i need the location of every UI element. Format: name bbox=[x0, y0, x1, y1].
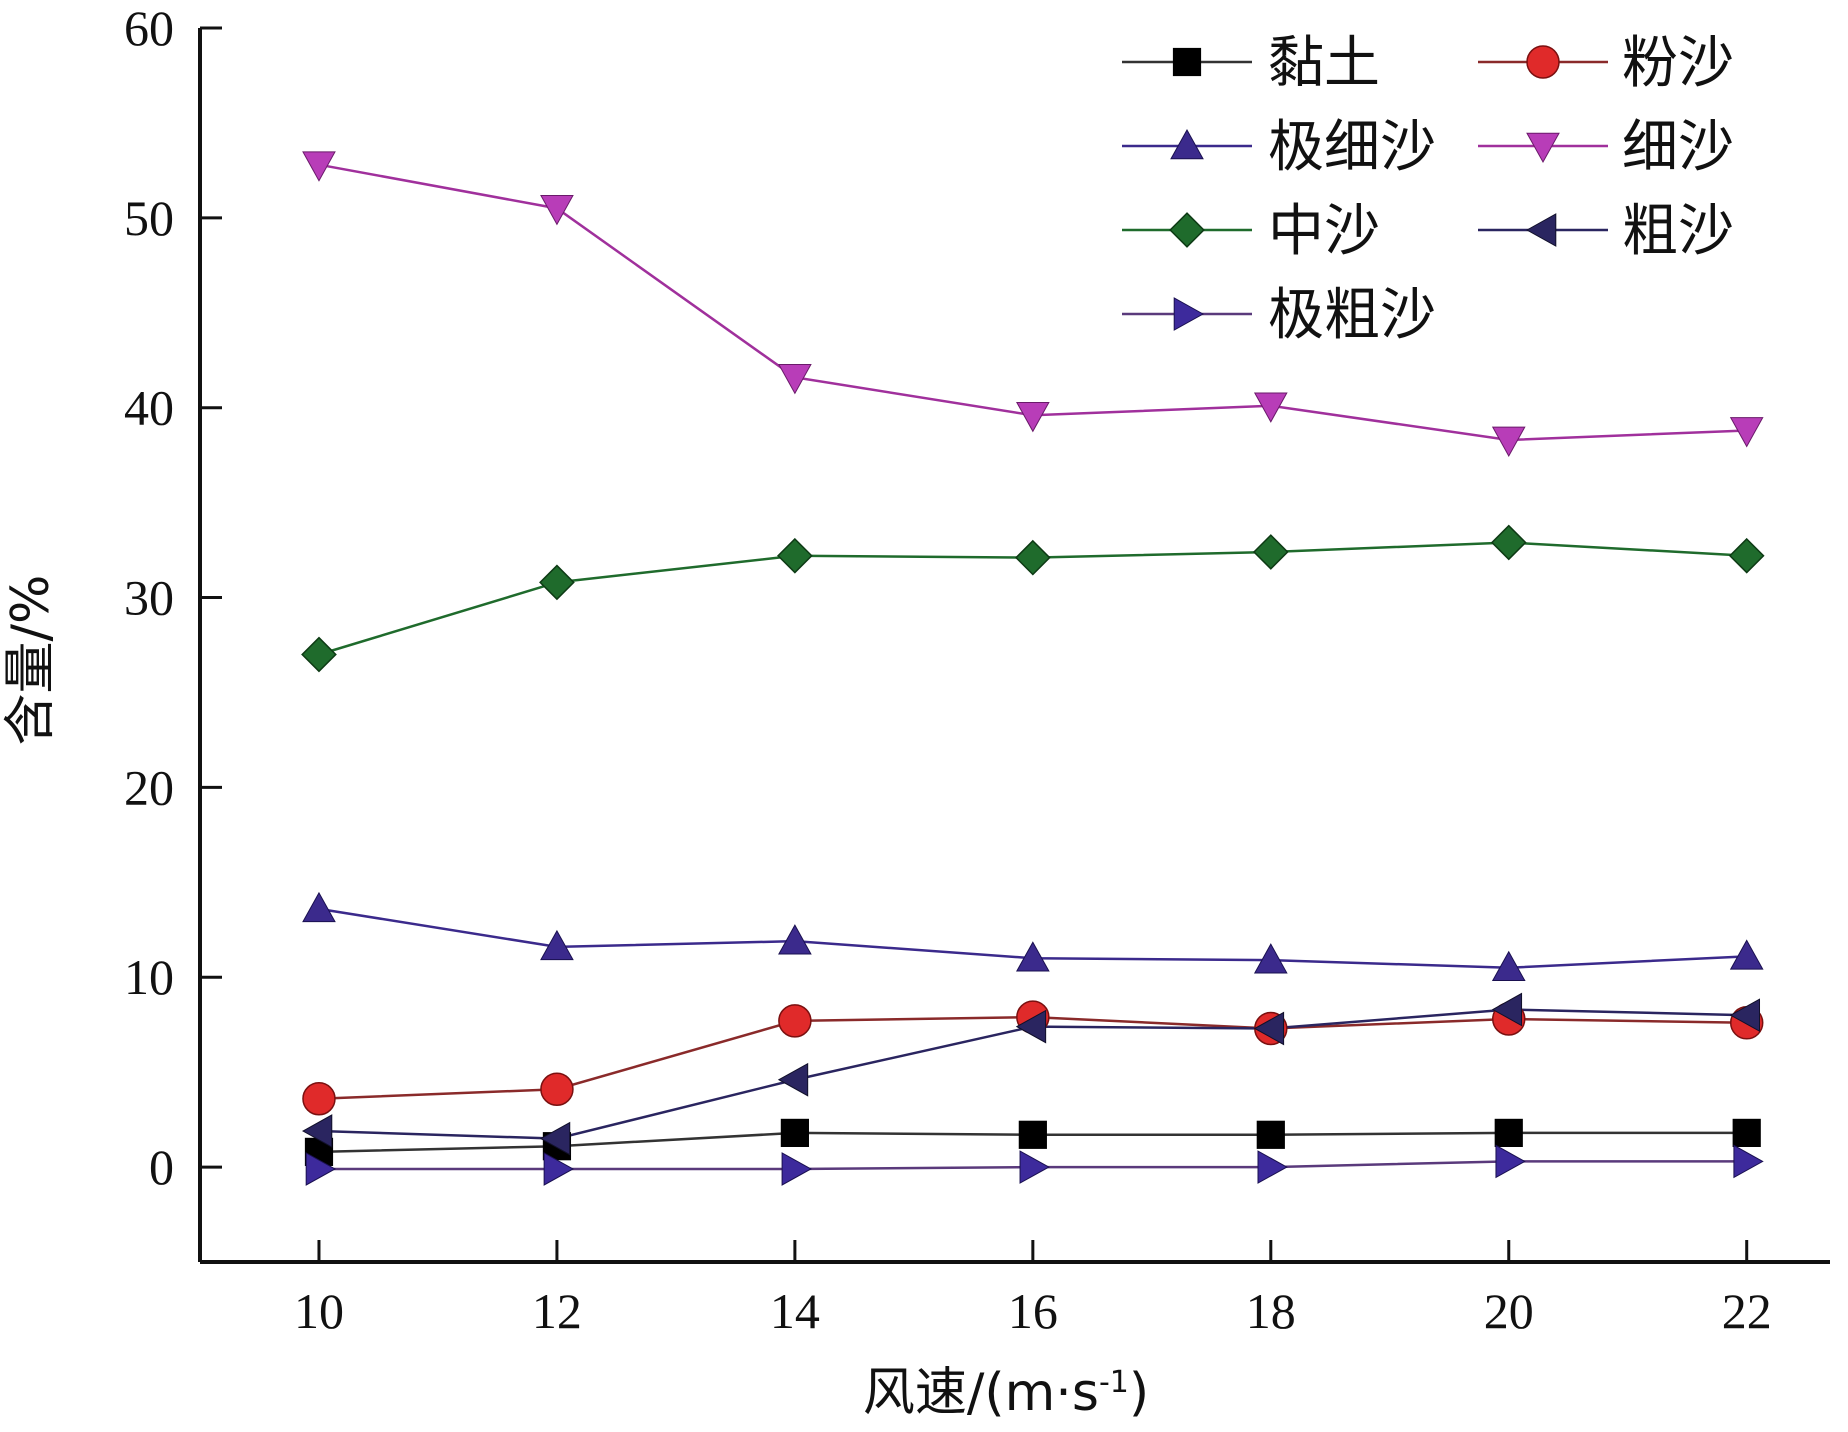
data-point-series-6 bbox=[1491, 992, 1523, 1027]
data-point-series-5 bbox=[539, 564, 575, 601]
data-point-series-4 bbox=[778, 364, 812, 395]
legend-marker-2 bbox=[1526, 45, 1560, 79]
x-tick-label: 10 bbox=[294, 1283, 344, 1339]
data-point-series-4 bbox=[1491, 426, 1526, 457]
data-point-series-6 bbox=[1253, 1011, 1285, 1046]
data-point-series-1 bbox=[1256, 1120, 1285, 1149]
data-point-series-6 bbox=[1729, 998, 1761, 1033]
data-point-series-3 bbox=[1491, 950, 1526, 982]
legend-marker-5 bbox=[1169, 212, 1205, 248]
legend-label-7: 极粗沙 bbox=[1268, 283, 1436, 348]
data-point-series-1 bbox=[1018, 1120, 1047, 1149]
data-point-series-5 bbox=[1728, 537, 1765, 574]
legend-label-1: 黏土 bbox=[1268, 31, 1380, 96]
legend-label-4: 细沙 bbox=[1622, 115, 1734, 180]
data-point-series-7 bbox=[1495, 1144, 1526, 1179]
legend-label-3: 极细沙 bbox=[1268, 115, 1436, 180]
x-axis-title: 风速/(m·s-1) bbox=[863, 1363, 1149, 1423]
data-point-series-2 bbox=[540, 1072, 574, 1106]
y-tick-label: 0 bbox=[149, 1139, 174, 1195]
data-point-series-5 bbox=[301, 636, 337, 673]
legend-label-2: 粉沙 bbox=[1622, 31, 1734, 96]
data-point-series-4 bbox=[1253, 392, 1288, 423]
data-point-series-7 bbox=[1257, 1150, 1288, 1184]
legend-marker-4 bbox=[1526, 132, 1560, 164]
legend-marker-3 bbox=[1170, 128, 1204, 160]
x-tick-label: 22 bbox=[1722, 1283, 1772, 1339]
data-point-series-1 bbox=[1494, 1118, 1523, 1148]
x-axis-title-close: ) bbox=[1129, 1363, 1149, 1423]
series-markers bbox=[301, 151, 1765, 1186]
x-axis-title-main: 风速/(m·s bbox=[863, 1363, 1099, 1423]
data-point-series-1 bbox=[1732, 1118, 1761, 1148]
legend-label-6: 粗沙 bbox=[1622, 199, 1734, 264]
data-point-series-1 bbox=[780, 1118, 809, 1148]
y-tick-label: 20 bbox=[124, 759, 174, 815]
x-tick-label: 20 bbox=[1484, 1283, 1534, 1339]
data-point-series-4 bbox=[540, 195, 574, 226]
data-point-series-5 bbox=[777, 537, 813, 574]
data-point-series-7 bbox=[1733, 1144, 1764, 1179]
y-axis-title: 含量/% bbox=[1, 575, 61, 746]
data-point-series-7 bbox=[543, 1152, 574, 1186]
y-tick-label: 30 bbox=[124, 570, 174, 626]
data-point-series-3 bbox=[1253, 943, 1288, 974]
x-tick-label: 18 bbox=[1246, 1283, 1296, 1339]
data-point-series-7 bbox=[1019, 1150, 1050, 1184]
data-point-series-6 bbox=[539, 1121, 571, 1156]
x-tick-label: 16 bbox=[1008, 1283, 1058, 1339]
data-point-series-6 bbox=[777, 1062, 809, 1097]
data-point-series-3 bbox=[1015, 941, 1050, 972]
data-point-series-3 bbox=[1729, 939, 1764, 970]
series-line-4 bbox=[318, 163, 1747, 442]
data-point-series-6 bbox=[1015, 1009, 1047, 1044]
legend-label-5: 中沙 bbox=[1268, 199, 1380, 264]
data-point-series-5 bbox=[1014, 539, 1051, 576]
y-tick-label: 50 bbox=[124, 190, 174, 246]
axes: 0 10 20 30 40 50 60 10 12 14 16 18 20 22 bbox=[124, 0, 1830, 1339]
legend-marker-1 bbox=[1172, 47, 1202, 77]
data-point-series-3 bbox=[540, 929, 574, 961]
data-point-series-3 bbox=[302, 891, 336, 923]
data-point-series-2 bbox=[302, 1081, 336, 1116]
y-tick-label: 60 bbox=[124, 0, 174, 56]
data-point-series-4 bbox=[1015, 401, 1050, 433]
legend-marker-6 bbox=[1525, 213, 1557, 247]
data-point-series-3 bbox=[778, 924, 812, 955]
x-axis-title-sup: -1 bbox=[1099, 1365, 1129, 1400]
data-point-series-5 bbox=[1490, 524, 1527, 561]
data-point-series-5 bbox=[1252, 534, 1289, 570]
legend-marker-7 bbox=[1173, 297, 1205, 331]
data-point-series-2 bbox=[778, 1004, 812, 1038]
data-point-series-7 bbox=[305, 1152, 337, 1186]
data-point-series-4 bbox=[302, 151, 336, 182]
x-tick-label: 12 bbox=[532, 1283, 582, 1339]
x-tick-label: 14 bbox=[770, 1283, 820, 1339]
data-point-series-6 bbox=[301, 1114, 333, 1148]
y-tick-label: 40 bbox=[124, 380, 174, 436]
y-tick-label: 10 bbox=[124, 949, 174, 1005]
data-point-series-7 bbox=[781, 1152, 812, 1186]
data-point-series-4 bbox=[1729, 417, 1764, 448]
